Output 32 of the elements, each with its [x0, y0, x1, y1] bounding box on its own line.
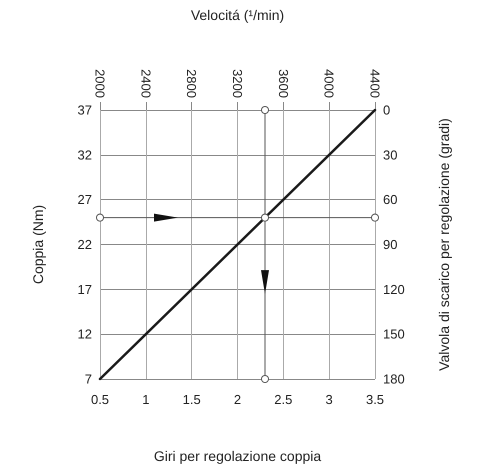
x2-tick-label: 3600 — [276, 69, 291, 98]
y2-tick-label: 90 — [383, 237, 398, 252]
y-tick-label: 32 — [78, 147, 92, 162]
x2-tick-label: 3200 — [230, 69, 245, 98]
y-tick-label: 7 — [84, 372, 92, 386]
x-tick-label: 0.5 — [90, 392, 110, 407]
x-tick-label: 2 — [234, 392, 242, 407]
y-tick-label: 27 — [78, 192, 92, 208]
y-axis-title: Coppia (Nm) — [30, 204, 46, 284]
x2-tick-label: 4000 — [322, 69, 337, 98]
y2-tick-label: 180 — [383, 372, 405, 386]
y2-tick-label: 60 — [383, 192, 398, 208]
y-tick-label: 17 — [78, 282, 92, 297]
x-axis-title: Giri per regolazione coppia — [154, 448, 322, 464]
x2-tick-label: 2400 — [138, 69, 154, 98]
x2-tick-label: 2800 — [184, 69, 200, 98]
y-tick-label: 12 — [78, 326, 92, 342]
x-tick-label: 1 — [142, 392, 150, 407]
y2-tick-label: 30 — [383, 147, 398, 162]
x2-tick-label: 4400 — [368, 69, 382, 98]
x-tick-label: 3.5 — [366, 392, 384, 407]
y-tick-label: 37 — [78, 102, 92, 118]
y2-tick-label: 120 — [383, 282, 405, 297]
y-tick-label: 22 — [78, 237, 92, 252]
x2-axis-title: Velocitá (¹/min) — [190, 7, 284, 23]
x-tick-label: 1.5 — [182, 392, 201, 407]
x-tick-label: 3 — [326, 392, 333, 407]
x2-tick-label: 2000 — [92, 69, 108, 98]
x-tick-label: 2.5 — [274, 392, 292, 407]
y2-tick-label: 150 — [383, 326, 405, 342]
y2-tick-label: 0 — [383, 102, 390, 118]
y2-axis-title: Valvola di scarico per regolazione (gradi) — [436, 118, 452, 371]
